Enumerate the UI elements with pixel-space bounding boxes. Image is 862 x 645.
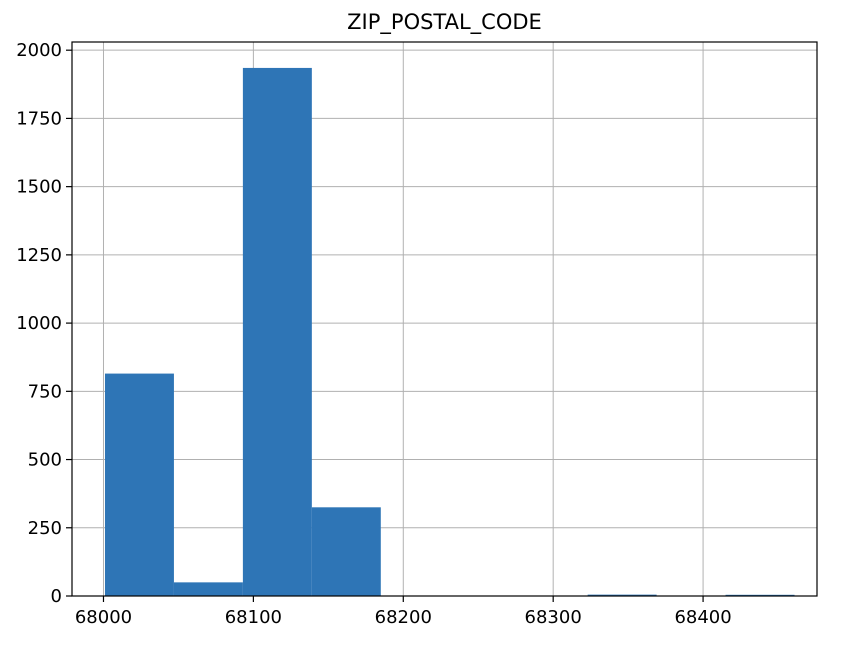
grid-layer bbox=[72, 42, 817, 597]
y-tick-label: 750 bbox=[28, 381, 62, 402]
y-tick-label: 0 bbox=[51, 586, 62, 607]
tick-layer: 68000 68100 68200 68300 68400 0 250 500 750 1000 1… bbox=[16, 40, 732, 628]
x-tick-label: 68000 bbox=[75, 607, 132, 628]
plot-frame bbox=[71, 41, 818, 597]
y-tick-label: 1250 bbox=[16, 245, 62, 266]
x-tick-label: 68200 bbox=[375, 607, 432, 628]
y-tick-label: 1500 bbox=[16, 177, 62, 198]
bar-layer bbox=[104, 67, 795, 597]
histogram-bar bbox=[587, 594, 657, 596]
histogram-bar bbox=[104, 373, 174, 596]
y-tick-label: 1000 bbox=[16, 313, 62, 334]
x-tick-label: 68300 bbox=[525, 607, 582, 628]
x-tick-label: 68400 bbox=[674, 607, 731, 628]
chart-title: ZIP_POSTAL_CODE bbox=[347, 10, 542, 35]
histogram-bar bbox=[173, 582, 243, 596]
histogram-bar bbox=[311, 507, 381, 596]
y-tick-label: 2000 bbox=[16, 40, 62, 61]
histogram-bar bbox=[242, 67, 312, 597]
axes-layer bbox=[71, 41, 818, 597]
y-tick-label: 500 bbox=[28, 450, 62, 471]
y-tick-label: 250 bbox=[28, 518, 62, 539]
x-tick-label: 68100 bbox=[225, 607, 282, 628]
y-tick-label: 1750 bbox=[16, 108, 62, 129]
